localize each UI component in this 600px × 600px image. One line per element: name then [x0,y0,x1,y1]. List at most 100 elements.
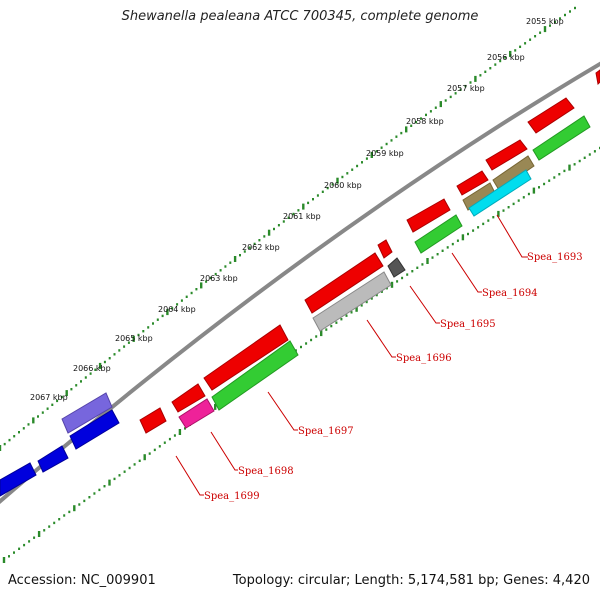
kbp-label: 2055 kbp [526,17,564,26]
scale-minor-tick [502,209,505,212]
gene-feature-cyan[interactable] [468,169,532,217]
scale-minor-tick [482,222,485,226]
kbp-label: 2067 kbp [30,393,68,402]
gene-label[interactable]: Spea_1699 [204,491,260,502]
scale-minor-tick [346,172,349,175]
scale-minor-tick [385,142,388,146]
scale-minor-tick [190,291,193,295]
scale-minor-tick [380,290,383,293]
scale-minor-tick [330,324,333,328]
scale-minor-tick [390,139,393,142]
scale-minor-tick [429,110,432,113]
scale-minor-tick [464,84,467,88]
scale-minor-tick [70,388,73,391]
scale-minor-tick [529,38,532,41]
scale-minor-tick [514,49,517,52]
leader-line [451,252,482,293]
scale-minor-tick [89,372,92,375]
reverse-strand-genes [178,115,591,429]
scale-minor-tick [312,198,314,201]
scale-minor-tick [13,551,15,554]
scale-minor-tick [118,349,121,352]
scale-minor-tick [451,242,454,246]
scale-minor-tick [258,239,261,242]
scale-minor-tick [224,265,227,268]
scale-minor-tick [446,246,449,249]
scale-minor-tick [410,124,413,127]
gene-feature-red[interactable] [304,252,384,314]
gene-feature-red[interactable] [203,324,289,391]
scale-major-tick [320,330,323,337]
kbp-label: 2064 kbp [158,305,196,314]
gene-label[interactable]: Spea_1697 [298,426,354,437]
gene-feature-green[interactable] [414,214,463,254]
scale-minor-tick [137,333,140,337]
kbp-label: 2056 kbp [487,53,525,62]
scale-major-tick [32,417,35,424]
gene-feature-red[interactable] [139,407,167,434]
leader-line [175,455,204,496]
gene-label[interactable]: Spea_1696 [396,353,452,364]
scale-major-tick [37,531,41,537]
gene-feature-red[interactable] [171,383,206,413]
gene-label[interactable]: Spea_1698 [238,466,294,477]
scale-minor-tick [205,280,208,283]
scale-major-tick [98,362,102,369]
scale-minor-tick [553,176,556,179]
gene-feature-green[interactable] [532,115,591,161]
gene-feature-red[interactable] [527,97,575,134]
gene-feature-light-gray[interactable] [312,271,392,332]
scale-minor-tick [335,321,338,324]
scale-major-tick [497,210,500,217]
gene-feature-blue[interactable] [37,445,69,473]
gene-feature-dark-gray[interactable] [387,257,406,278]
gene-label[interactable]: Spea_1694 [482,288,538,299]
scale-minor-tick [360,304,363,307]
leader-line [496,214,528,258]
scale-major-tick [108,479,111,486]
gene-feature-red[interactable] [377,239,393,259]
gene-label[interactable]: Spea_1695 [440,319,496,330]
gene-feature-blue[interactable] [0,462,37,497]
scale-minor-tick [370,297,373,300]
gene-feature-purple[interactable] [61,392,113,434]
gene-label[interactable]: Spea_1693 [527,252,583,263]
gene-feature-green[interactable] [211,340,299,411]
label-leader-lines [175,214,528,496]
gene-feature-blue[interactable] [69,409,120,450]
scale-minor-tick [128,466,131,470]
scale-minor-tick [564,13,566,17]
gene-feature-red[interactable] [595,69,600,86]
accession-text: Accession: NC_009901 [8,573,156,588]
inner-scale-ring [2,146,600,563]
gene-feature-magenta[interactable] [178,398,215,429]
scale-minor-tick [467,232,469,236]
scale-minor-tick [41,411,44,414]
gene-feature-olive[interactable] [492,155,535,191]
scale-major-tick [532,187,536,194]
scale-minor-tick [479,74,482,77]
scale-minor-tick [37,415,39,418]
scale-minor-tick [548,179,551,182]
gene-feature-red[interactable] [485,139,528,171]
scale-minor-tick [431,256,434,259]
scale-minor-tick [588,153,591,156]
scale-minor-tick [123,470,126,473]
scale-minor-tick [28,540,31,543]
scale-major-tick [543,26,547,33]
gene-feature-red[interactable] [456,170,489,196]
scale-major-tick [0,445,2,451]
leader-line [210,431,238,471]
scale-minor-tick [400,131,403,135]
scale-minor-tick [58,518,61,521]
scale-minor-tick [477,226,480,229]
scale-minor-tick [558,173,561,176]
scale-minor-tick [68,510,71,514]
scale-minor-tick [184,427,186,430]
scale-minor-tick [214,272,217,276]
scale-minor-tick [449,95,452,99]
scale-minor-tick [18,431,20,434]
scale-minor-tick [380,146,383,149]
scale-minor-tick [127,341,130,344]
gene-feature-red[interactable] [406,198,451,233]
